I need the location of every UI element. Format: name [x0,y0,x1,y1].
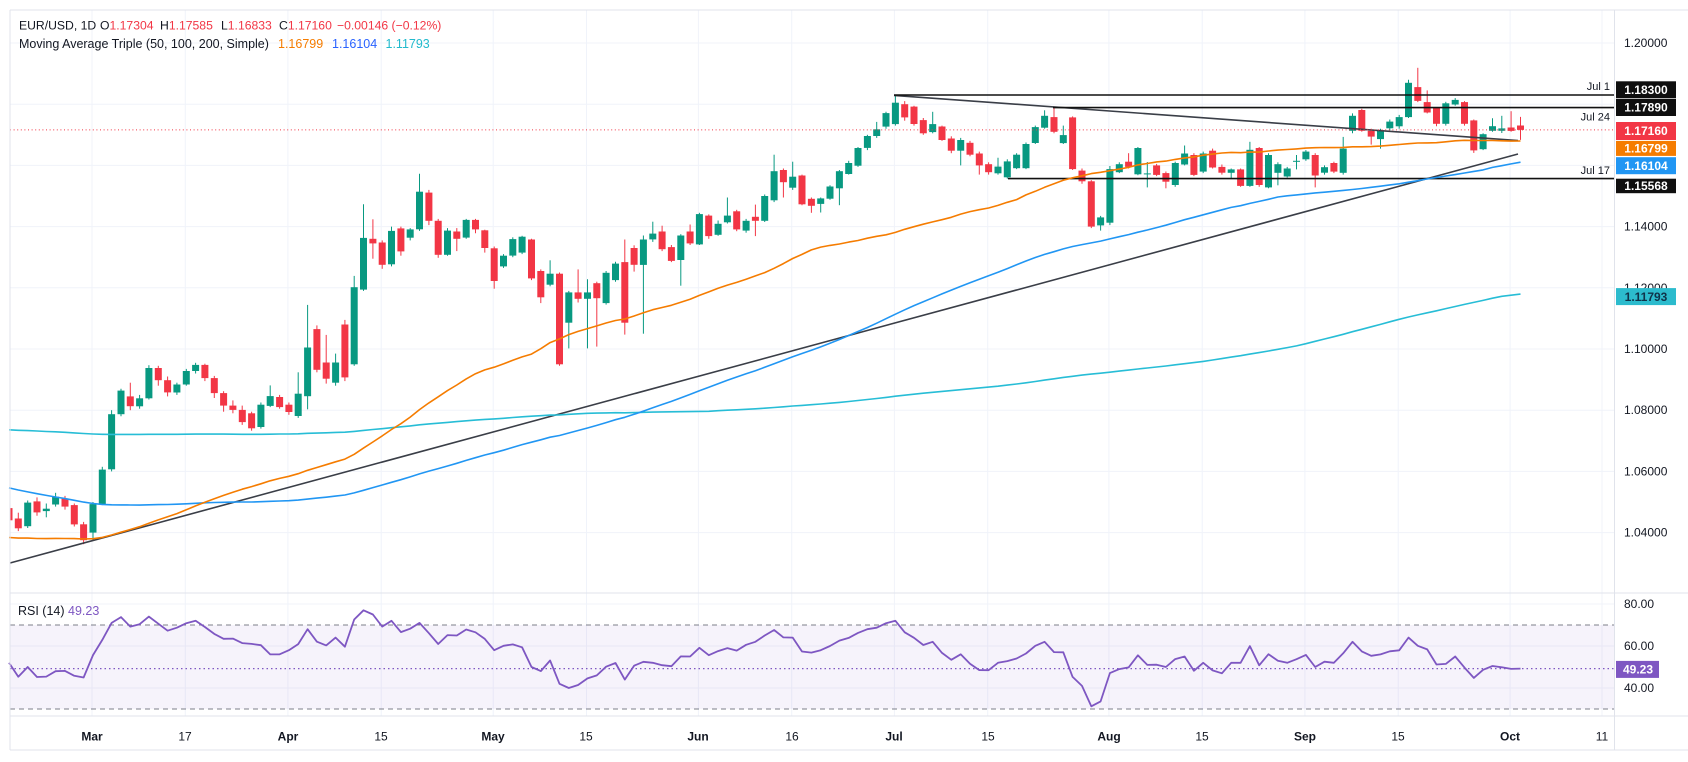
svg-text:15: 15 [981,730,995,744]
svg-text:Jul: Jul [885,730,902,744]
svg-text:1.04000: 1.04000 [1624,526,1668,540]
svg-text:1.14000: 1.14000 [1624,220,1668,234]
svg-text:60.00: 60.00 [1624,639,1654,653]
svg-text:Apr: Apr [278,730,299,744]
svg-text:May: May [481,730,505,744]
svg-text:−0.00146 (−0.12%): −0.00146 (−0.12%) [337,19,441,33]
svg-text:15: 15 [374,730,388,744]
svg-text:80.00: 80.00 [1624,597,1654,611]
svg-text:Moving Average Triple (50, 100: Moving Average Triple (50, 100, 200, Sim… [19,37,269,51]
svg-text:1.16799: 1.16799 [1624,142,1668,156]
svg-text:49.23: 49.23 [1623,663,1653,677]
svg-text:1.11793: 1.11793 [1625,290,1668,304]
svg-text:1.18300: 1.18300 [1624,83,1668,97]
svg-text:16: 16 [785,730,799,744]
svg-text:1.17160: 1.17160 [1624,124,1668,138]
svg-text:1.15568: 1.15568 [1624,179,1668,193]
svg-text:Aug: Aug [1097,730,1120,744]
svg-text:L1.16833: L1.16833 [221,19,272,33]
svg-text:1.16104: 1.16104 [332,37,377,51]
svg-text:1.11793: 1.11793 [386,37,430,51]
svg-text:1.17890: 1.17890 [1624,101,1668,115]
svg-text:11: 11 [1596,730,1609,744]
svg-text:1.06000: 1.06000 [1624,464,1668,478]
svg-text:Oct: Oct [1500,730,1520,744]
svg-text:1.08000: 1.08000 [1624,403,1668,417]
svg-text:1.20000: 1.20000 [1624,36,1668,50]
svg-text:1.10000: 1.10000 [1624,342,1668,356]
svg-text:1.16104: 1.16104 [1624,159,1668,173]
svg-text:Jul 17: Jul 17 [1581,165,1610,177]
svg-text:15: 15 [1195,730,1209,744]
svg-text:40.00: 40.00 [1624,681,1654,695]
svg-text:1.16799: 1.16799 [278,37,323,51]
svg-text:Sep: Sep [1294,730,1316,744]
svg-text:C1.17160: C1.17160 [279,19,332,33]
svg-text:EUR/USD, 1D: EUR/USD, 1D [19,19,96,33]
svg-text:49.23: 49.23 [68,604,99,618]
svg-text:Jul 24: Jul 24 [1581,112,1610,124]
svg-text:15: 15 [1391,730,1405,744]
svg-text:17: 17 [178,730,192,744]
svg-text:O1.17304: O1.17304 [100,19,154,33]
svg-text:H1.17585: H1.17585 [160,19,213,33]
svg-text:15: 15 [579,730,593,744]
svg-text:Jun: Jun [687,730,708,744]
svg-text:RSI (14): RSI (14) [18,604,65,618]
svg-text:Mar: Mar [81,730,103,744]
svg-text:Jul 1: Jul 1 [1587,81,1610,93]
